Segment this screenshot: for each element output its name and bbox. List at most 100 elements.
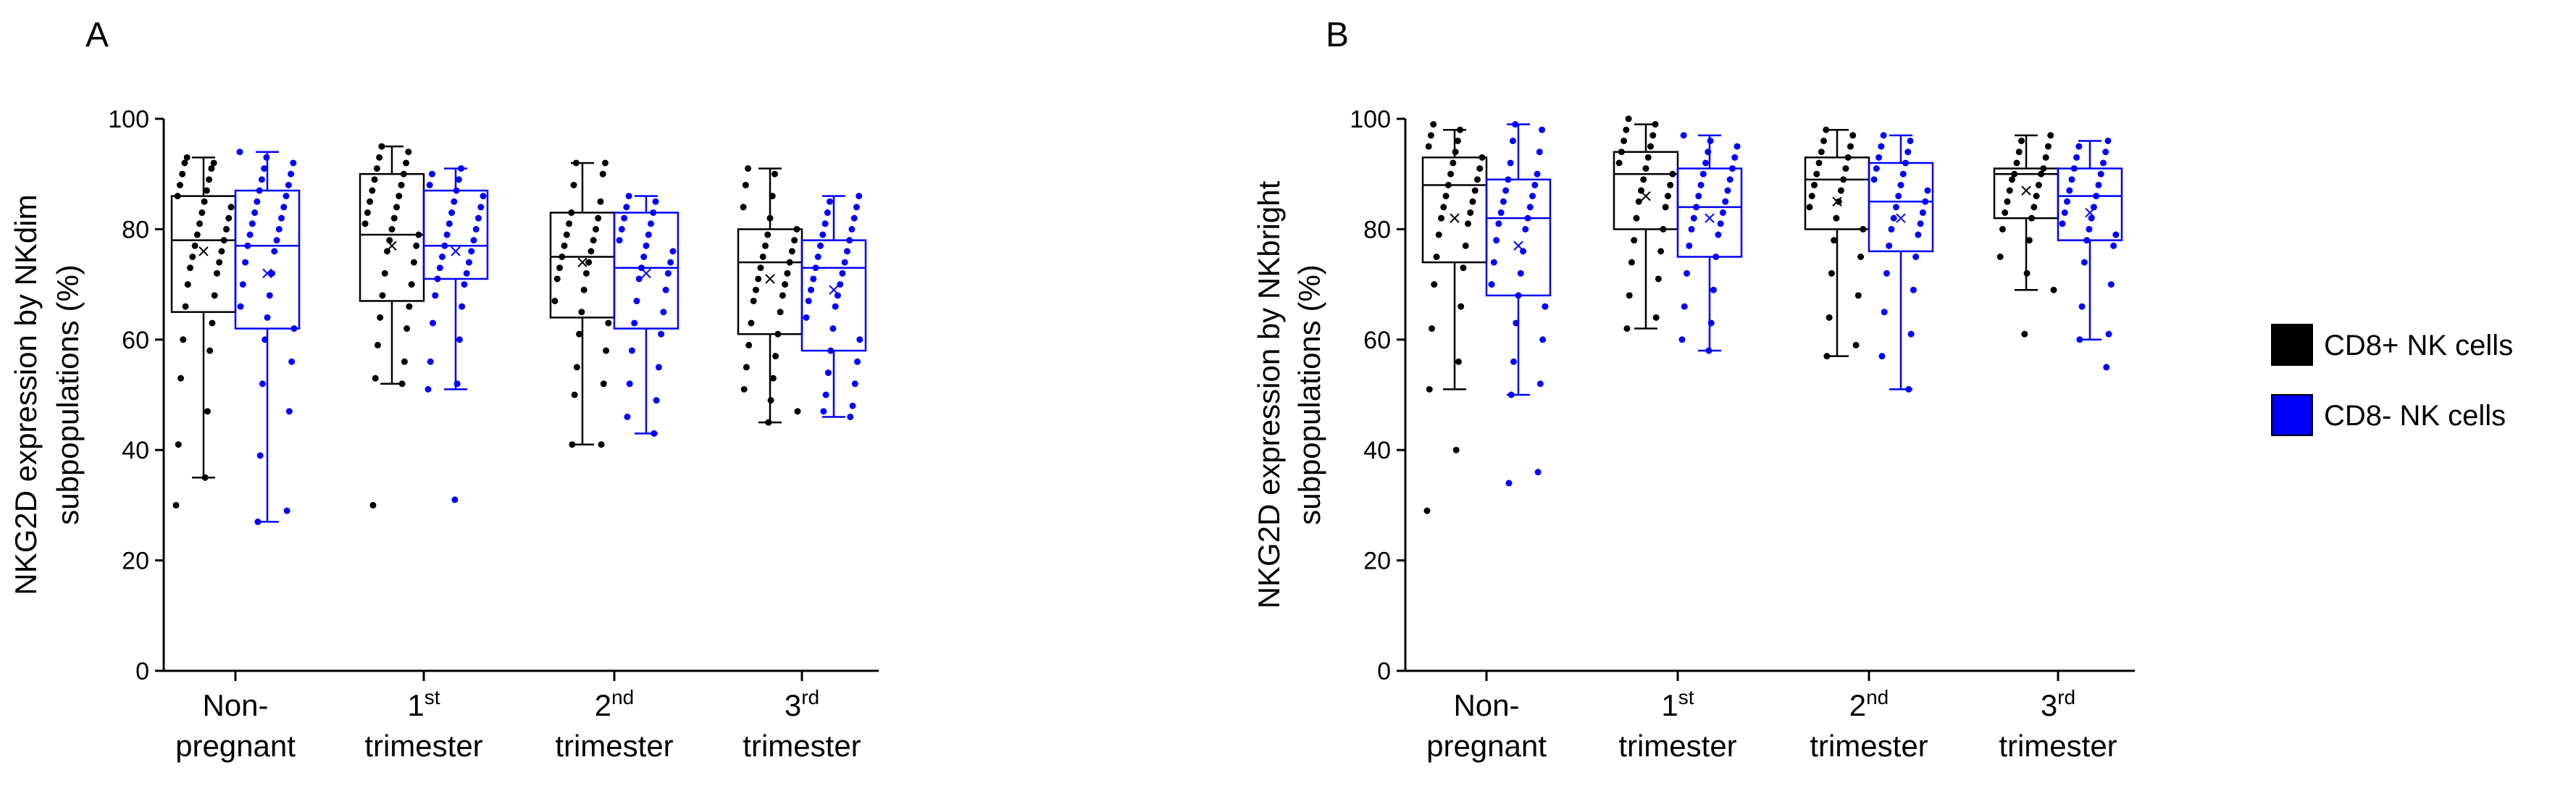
data-point — [1707, 319, 1715, 327]
data-point — [595, 214, 602, 222]
data-point — [1536, 149, 1543, 156]
data-point — [453, 380, 461, 388]
data-point — [2021, 330, 2028, 338]
data-point — [841, 259, 848, 266]
data-point — [1507, 159, 1514, 167]
panel-b-y-tick-label: 0 — [1377, 658, 1391, 685]
data-point — [193, 231, 201, 238]
box-iqr — [1421, 156, 1488, 264]
data-point — [209, 319, 216, 327]
data-point — [1724, 187, 1731, 194]
data-point — [1857, 254, 1865, 260]
data-point — [561, 242, 568, 249]
data-point — [553, 275, 561, 283]
data-point — [1621, 137, 1628, 144]
data-point — [757, 264, 764, 272]
data-point — [386, 237, 393, 244]
data-point — [393, 204, 401, 211]
data-point — [1835, 198, 1842, 205]
data-point — [2064, 198, 2071, 205]
data-point — [174, 193, 181, 200]
data-point — [1664, 193, 1671, 200]
data-point — [1808, 193, 1815, 200]
data-point — [1647, 143, 1655, 150]
data-point — [1722, 198, 1729, 205]
mean-marker — [1705, 213, 1715, 223]
data-point — [472, 225, 480, 233]
data-point — [271, 248, 278, 255]
data-point — [1688, 225, 1695, 233]
data-point — [637, 264, 645, 272]
data-point — [777, 309, 784, 316]
box-iqr — [1868, 162, 1934, 253]
data-point — [2066, 187, 2073, 194]
data-point — [2090, 204, 2097, 211]
data-point — [1734, 143, 1741, 150]
data-point — [2042, 154, 2049, 161]
data-point — [740, 385, 748, 393]
data-point — [814, 254, 821, 260]
data-point — [774, 330, 782, 338]
box-iqr — [359, 172, 425, 302]
panel-b-cd8neg-box-2 — [1868, 132, 1934, 393]
data-point — [1888, 225, 1895, 233]
data-point — [1820, 137, 1828, 144]
data-point — [829, 325, 837, 333]
panel-a-cd8pos-box-1 — [359, 143, 425, 509]
mean-marker — [198, 246, 209, 256]
data-point — [367, 198, 374, 205]
data-point — [374, 341, 381, 348]
data-point — [658, 330, 665, 338]
data-point — [371, 176, 378, 183]
data-point — [264, 314, 271, 321]
data-point — [1623, 126, 1630, 133]
data-point — [1854, 292, 1862, 299]
data-point — [635, 275, 643, 283]
data-point — [1539, 336, 1547, 343]
panel-a-y-tick-label: 40 — [122, 437, 149, 464]
data-point — [172, 501, 180, 509]
data-point — [847, 413, 854, 420]
data-point — [2083, 237, 2091, 244]
panel-a-cd8neg-box-1 — [422, 165, 489, 503]
data-point — [258, 176, 265, 183]
data-point — [1915, 231, 1922, 238]
data-point — [2023, 269, 2031, 277]
data-point — [650, 209, 657, 217]
panel-a-x-tick-label-sup: st — [425, 686, 440, 708]
data-point — [1895, 193, 1902, 200]
data-point — [1644, 154, 1652, 161]
data-point — [652, 198, 659, 205]
data-point — [1444, 181, 1452, 188]
data-point — [1899, 170, 1907, 177]
legend-swatch-cd8pos — [2271, 324, 2313, 366]
data-point — [203, 187, 210, 194]
panel-b-x-tick-label: 2nd — [1849, 686, 1889, 722]
mean-marker — [451, 246, 461, 256]
data-point — [1513, 319, 1520, 327]
data-point — [784, 269, 791, 277]
data-point — [1442, 193, 1450, 200]
data-point — [2112, 231, 2120, 238]
data-point — [1469, 198, 1476, 205]
panel-b-x-tick-label: 1st — [1661, 686, 1694, 722]
data-point — [1999, 225, 2006, 233]
panel-a-cd8neg-box-0 — [234, 149, 301, 525]
data-point — [834, 292, 841, 299]
data-point — [1860, 225, 1867, 233]
data-point — [1457, 126, 1464, 133]
data-point — [1640, 176, 1647, 183]
data-point — [631, 319, 638, 327]
data-point — [459, 303, 466, 310]
data-point — [660, 309, 667, 316]
data-point — [1840, 176, 1847, 183]
data-point — [623, 204, 630, 211]
data-point — [396, 193, 403, 200]
legend: CD8+ NK cells CD8- NK cells — [2271, 324, 2513, 436]
data-point — [1467, 209, 1474, 217]
data-point — [1495, 220, 1502, 227]
data-point — [1717, 220, 1724, 227]
data-point — [1811, 181, 1818, 188]
data-point — [1452, 149, 1459, 156]
